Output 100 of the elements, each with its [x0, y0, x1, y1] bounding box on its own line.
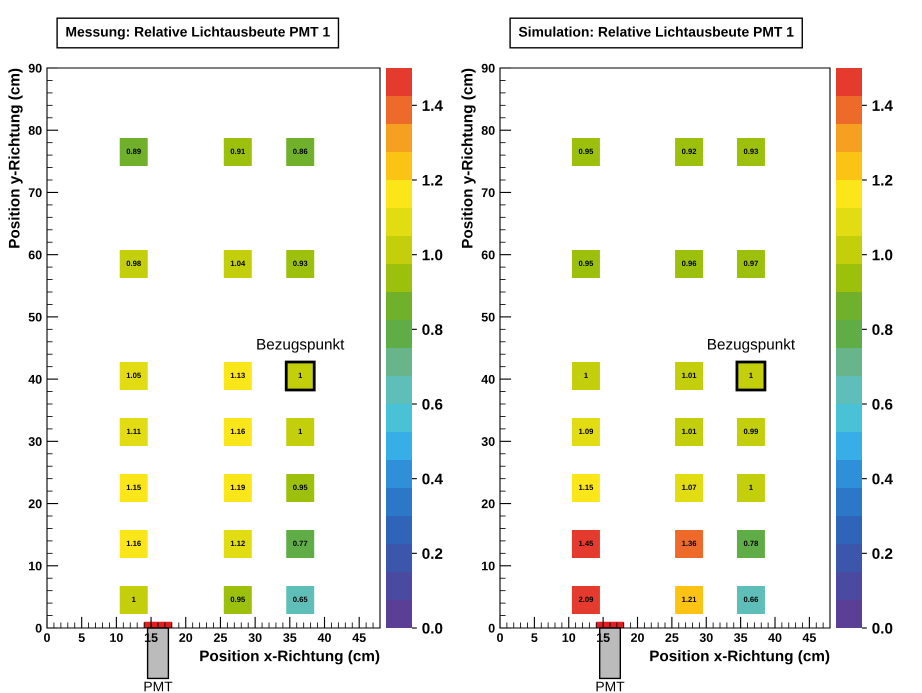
x-tick-label: 20	[630, 633, 644, 642]
color-bar-label: 1.2	[422, 174, 442, 186]
point	[120, 586, 148, 614]
y-tick-label: 40	[28, 374, 42, 384]
x-tick-label: 0	[497, 633, 503, 642]
color-bar-label: 0.0	[422, 622, 442, 634]
x-tick-label: 25	[665, 633, 678, 642]
color-bar-label: 1.0	[872, 250, 892, 260]
y-tick-label: 80	[28, 126, 42, 135]
y-tick-label: 0	[488, 624, 495, 633]
x-tick-label: 0	[44, 633, 50, 642]
y-tick-label: 40	[481, 374, 495, 384]
point	[224, 138, 252, 166]
color-bar-label: 1.0	[422, 250, 442, 260]
point	[736, 418, 765, 446]
y-tick-label: 90	[28, 64, 42, 73]
point	[675, 530, 704, 558]
x-axis-title: Position x-Richtung (cm)	[650, 650, 830, 664]
x-tick-label: 20	[179, 633, 192, 642]
point	[286, 530, 314, 558]
point	[120, 530, 148, 558]
point	[286, 418, 314, 446]
x-tick-label: 45	[352, 633, 366, 642]
point	[736, 138, 765, 166]
color-bar-label: 0.4	[422, 474, 443, 484]
point	[572, 586, 600, 614]
y-tick-label: 70	[482, 188, 495, 198]
text: PMT	[596, 682, 624, 692]
color-bar-label: 0.6	[872, 398, 892, 410]
color-bar-label: 0.0	[872, 622, 892, 634]
annotation: Bezugspunkt	[708, 338, 795, 353]
x-tick-label: 45	[802, 633, 816, 642]
color-bar-label: 0.8	[872, 324, 892, 336]
point	[572, 530, 600, 558]
y-tick-label: 10	[29, 562, 42, 570]
y-axis-title: Position y-Richtung (cm)	[461, 68, 476, 248]
y-tick-label: 60	[28, 250, 42, 260]
y-tick-label: 30	[482, 437, 495, 446]
annotation: Bezugspunkt	[257, 338, 344, 353]
y-tick-label: 20	[28, 499, 42, 508]
point	[224, 418, 252, 446]
point	[572, 362, 600, 390]
color-bar-label: 1.2	[872, 174, 892, 186]
y-tick-label: 90	[482, 64, 495, 73]
point	[224, 530, 252, 558]
point	[224, 362, 252, 390]
y-tick-label: 0	[36, 624, 42, 633]
chart-title: Messung: Relative Lichtausbeute PMT 1	[66, 26, 330, 40]
x-tick-label: 30	[248, 633, 262, 642]
point	[572, 418, 600, 446]
point	[286, 250, 314, 278]
x-tick-label: 5	[78, 633, 85, 642]
y-axis-title: Position y-Richtung (cm)	[8, 68, 23, 248]
color-bar-label: 1.4	[422, 100, 443, 111]
x-tick-label: 5	[531, 633, 538, 642]
point	[286, 586, 314, 614]
point	[572, 474, 600, 502]
color-bar-label: 0.2	[872, 548, 892, 560]
x-tick-label: 40	[318, 633, 331, 642]
color-bar-label: 0.8	[422, 324, 442, 336]
x-tick-label: 35	[734, 633, 748, 642]
point	[675, 474, 704, 502]
point	[675, 418, 704, 446]
x-tick-label: 10	[110, 633, 123, 642]
x-tick-label: 40	[768, 633, 782, 642]
point	[736, 474, 765, 502]
point	[675, 586, 704, 614]
point	[120, 362, 148, 390]
color-bar-label: 0.4	[872, 474, 893, 484]
y-tick-label: 80	[482, 126, 495, 135]
point	[120, 474, 148, 502]
point	[120, 418, 148, 446]
point	[736, 250, 765, 278]
color-bar-label: 1.4	[872, 100, 893, 111]
color-bar-label: 0.2	[422, 548, 442, 560]
point	[224, 474, 252, 502]
point	[120, 250, 148, 278]
x-tick-label: 35	[283, 633, 296, 642]
x-tick-label: 25	[214, 633, 228, 642]
point	[675, 250, 704, 278]
y-tick-label: 60	[482, 250, 495, 260]
point	[286, 138, 314, 166]
x-axis-title: Position x-Richtung (cm)	[200, 650, 380, 664]
point	[120, 138, 148, 166]
y-tick-label: 10	[482, 562, 495, 570]
y-tick-label: 50	[28, 312, 42, 322]
x-tick-label: 30	[700, 633, 713, 642]
point	[286, 474, 314, 502]
point	[675, 138, 704, 166]
x-tick-label: 10	[562, 633, 576, 642]
y-tick-label: 50	[482, 312, 495, 322]
y-tick-label: 20	[482, 499, 495, 508]
text: PMT	[144, 682, 172, 692]
chart-title: Simulation: Relative Lichtausbeute PMT 1	[518, 26, 794, 37]
y-tick-label: 70	[28, 188, 42, 198]
point	[675, 362, 704, 390]
point	[224, 586, 252, 614]
point	[736, 586, 765, 614]
y-tick-label: 30	[28, 437, 42, 446]
color-bar-label: 0.6	[422, 398, 442, 410]
